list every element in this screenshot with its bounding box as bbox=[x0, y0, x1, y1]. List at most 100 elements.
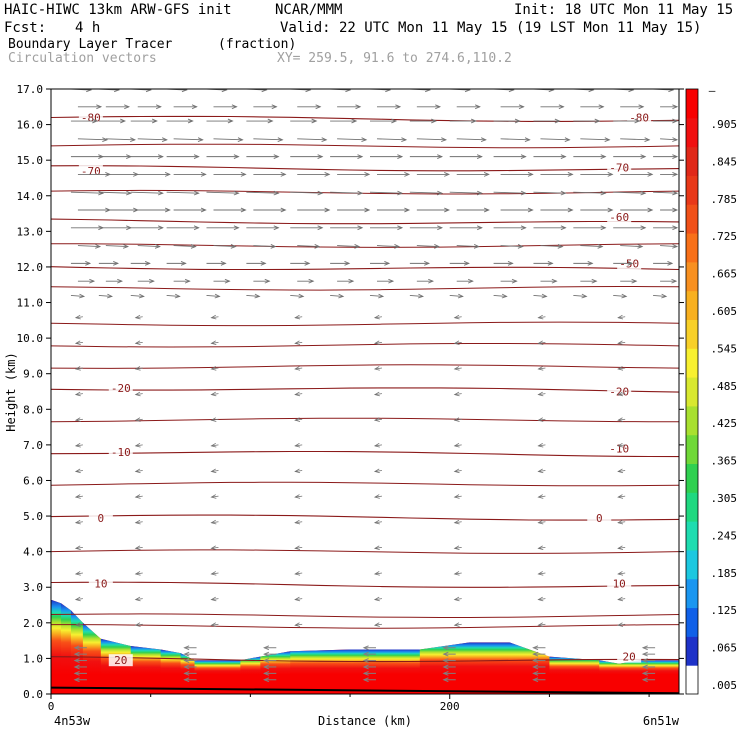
valid-time: Valid: 22 UTC Mon 11 May 15 (19 LST Mon … bbox=[280, 20, 702, 36]
wind-vector-head bbox=[631, 278, 638, 284]
wind-vector-head bbox=[210, 314, 217, 320]
wind-vector-head bbox=[428, 278, 435, 284]
colorbar-swatch bbox=[686, 146, 698, 176]
wind-vector-head bbox=[551, 278, 558, 284]
wind-vector-head bbox=[362, 651, 369, 657]
wind-vector bbox=[538, 470, 546, 472]
colorbar-swatch bbox=[686, 463, 698, 493]
wind-vector-head bbox=[591, 278, 598, 284]
wind-vector-head bbox=[537, 391, 544, 397]
wind-vector-head bbox=[518, 104, 525, 110]
wind-vector bbox=[618, 316, 626, 319]
wind-vector bbox=[295, 598, 303, 601]
contour-label: -50 bbox=[619, 257, 639, 270]
wind-vector bbox=[130, 191, 163, 194]
wind-vector-head bbox=[641, 658, 648, 663]
wind-vector-head bbox=[647, 172, 654, 177]
wind-vector-head bbox=[210, 417, 217, 422]
wind-vector-head bbox=[453, 391, 460, 397]
colorbar-swatch bbox=[686, 578, 698, 609]
wind-vector-head bbox=[74, 314, 81, 320]
wind-vector-head bbox=[435, 104, 442, 110]
wind-vector bbox=[618, 598, 626, 601]
wind-vector-head bbox=[442, 658, 449, 663]
wind-vector-head bbox=[134, 314, 141, 320]
wind-vector-head bbox=[264, 278, 271, 284]
colorbar-swatch bbox=[686, 233, 698, 263]
wind-vector-head bbox=[74, 366, 81, 371]
contour-label: -70 bbox=[609, 161, 629, 174]
wind-vector-head bbox=[193, 190, 200, 196]
wind-vector bbox=[75, 341, 83, 344]
wind-vector-head bbox=[617, 545, 624, 551]
wind-vector bbox=[211, 444, 219, 447]
wind-vector-head bbox=[187, 118, 194, 124]
wind-vector-head bbox=[144, 261, 151, 266]
wind-vector-head bbox=[532, 677, 539, 683]
wind-vector bbox=[573, 294, 587, 297]
wind-vector bbox=[538, 572, 546, 575]
wind-vector bbox=[337, 245, 360, 248]
wind-vector bbox=[75, 546, 83, 549]
wind-vector-head bbox=[467, 278, 474, 284]
wind-vector bbox=[493, 294, 507, 297]
wind-vector bbox=[206, 191, 239, 194]
wind-vector-head bbox=[437, 225, 444, 231]
wind-vector bbox=[295, 572, 303, 575]
x-end-label-left: 4n53w bbox=[54, 714, 91, 728]
wind-vector-head bbox=[537, 494, 544, 499]
wind-vector-head bbox=[164, 172, 171, 177]
field-name: Boundary Layer Tracer bbox=[8, 37, 173, 52]
tracer-band bbox=[194, 660, 241, 675]
wind-vector bbox=[454, 623, 462, 626]
wind-vector-head bbox=[453, 622, 460, 627]
wind-vector-head bbox=[373, 571, 380, 576]
wind-vector bbox=[135, 470, 143, 472]
tracer-band bbox=[240, 656, 261, 675]
wind-vector-head bbox=[634, 118, 641, 124]
wind-vector-head bbox=[564, 137, 571, 143]
wind-vector-head bbox=[74, 571, 81, 576]
wind-vector-head bbox=[74, 545, 81, 551]
wind-vector-head bbox=[672, 118, 679, 124]
wind-vector bbox=[369, 294, 384, 297]
wind-vector bbox=[135, 316, 143, 319]
wind-vector-head bbox=[221, 89, 228, 93]
tracer-band bbox=[599, 660, 620, 675]
wind-vector-head bbox=[183, 670, 190, 676]
wind-vector bbox=[130, 294, 144, 297]
y-tick-label: 1.0 bbox=[23, 652, 43, 665]
wind-vector-head bbox=[191, 104, 198, 110]
wind-vector-head bbox=[617, 391, 624, 397]
wind-vector-head bbox=[148, 278, 155, 284]
wind-vector bbox=[135, 418, 143, 421]
contour-line bbox=[51, 481, 679, 487]
wind-vector-head bbox=[263, 658, 270, 663]
wind-vector-head bbox=[373, 622, 380, 627]
wind-vector-head bbox=[672, 225, 679, 231]
wind-vector-head bbox=[224, 278, 231, 284]
wind-vector bbox=[211, 495, 219, 498]
wind-vector-head bbox=[73, 645, 80, 651]
wind-vector-head bbox=[74, 391, 81, 397]
wind-vector bbox=[653, 294, 667, 297]
wind-vector bbox=[211, 572, 219, 575]
wind-vector-head bbox=[594, 118, 601, 124]
wind-vector-head bbox=[86, 89, 93, 93]
wind-vector bbox=[618, 418, 626, 421]
contour-label: 20 bbox=[623, 651, 636, 664]
y-tick-label: 10.0 bbox=[17, 332, 44, 345]
wind-vector-head bbox=[537, 366, 544, 371]
wind-vector-head bbox=[157, 154, 164, 159]
wind-vector-head bbox=[388, 278, 395, 284]
wind-vector bbox=[376, 245, 400, 248]
wind-vector-head bbox=[470, 118, 477, 124]
colorbar-label: .365 bbox=[711, 455, 738, 468]
wind-vector-head bbox=[397, 190, 404, 196]
wind-vector bbox=[618, 341, 626, 344]
wind-vector-head bbox=[145, 89, 152, 93]
wind-vector bbox=[374, 546, 383, 549]
colorbar-swatch bbox=[686, 377, 698, 407]
wind-vector bbox=[660, 138, 678, 141]
wind-vector-head bbox=[345, 89, 352, 93]
